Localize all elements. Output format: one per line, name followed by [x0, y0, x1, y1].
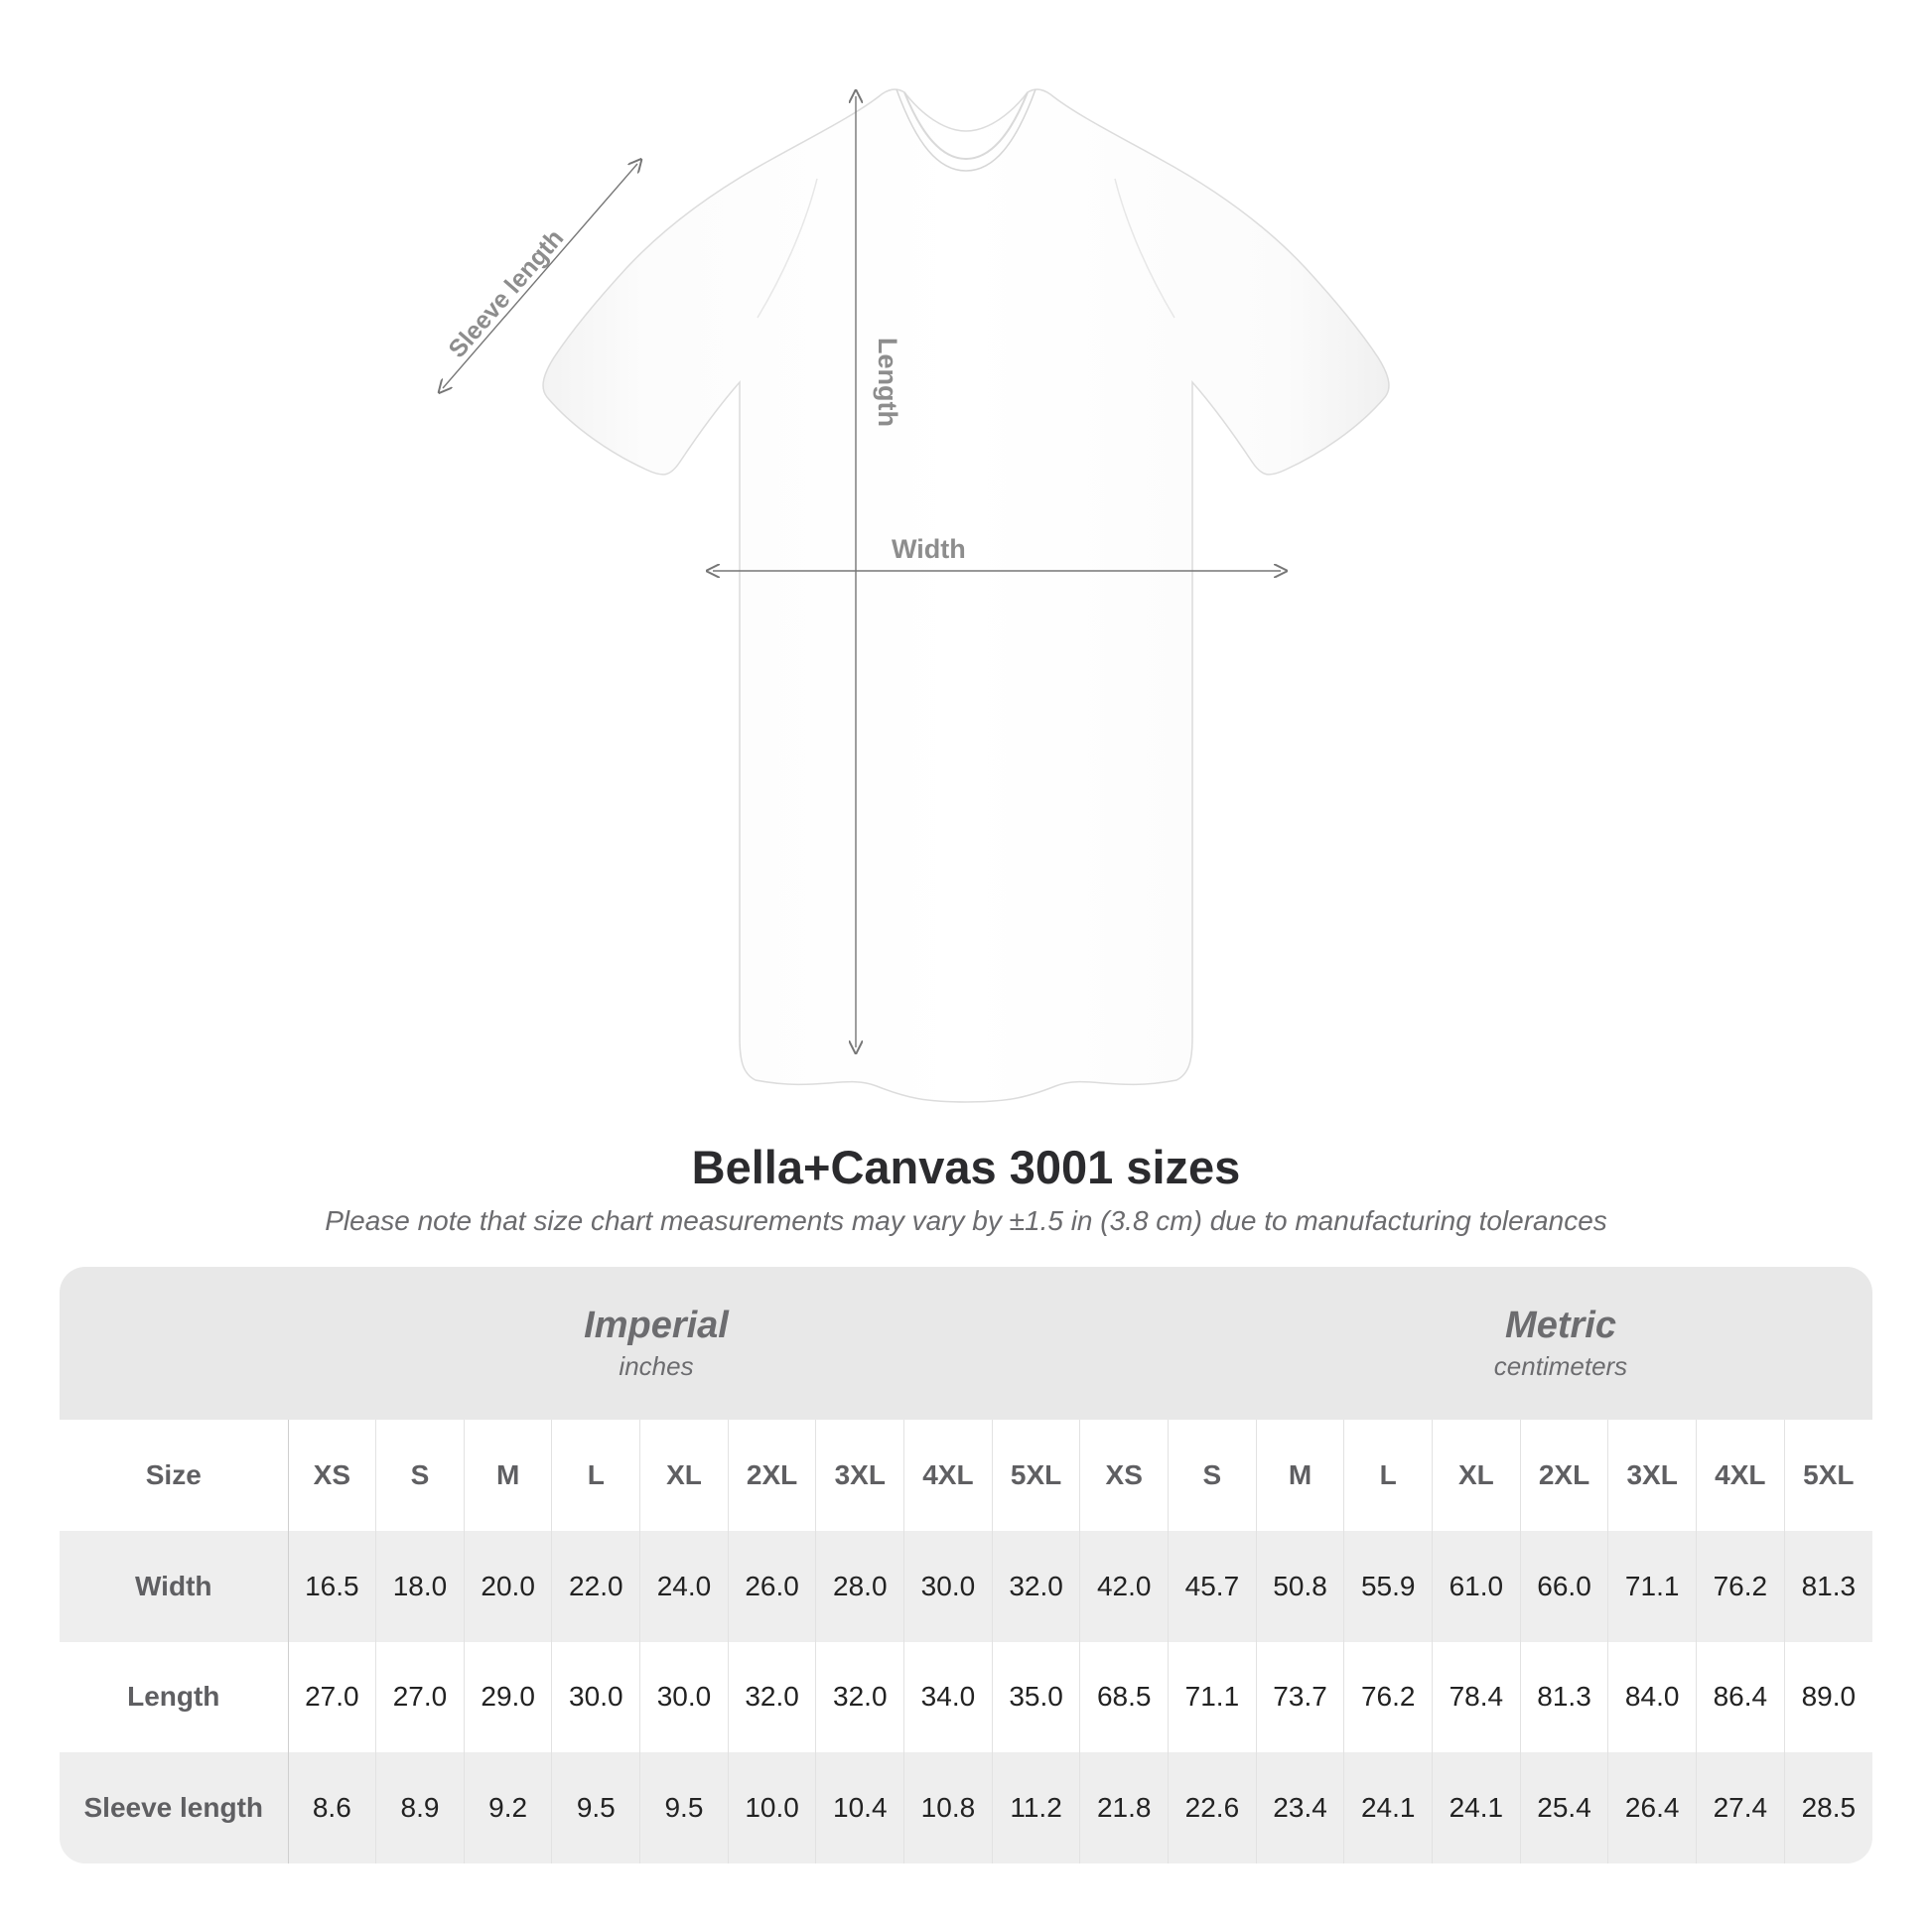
svg-text:Length: Length: [873, 338, 902, 427]
svg-text:Width: Width: [892, 534, 966, 564]
svg-text:Sleeve length: Sleeve length: [443, 224, 569, 363]
